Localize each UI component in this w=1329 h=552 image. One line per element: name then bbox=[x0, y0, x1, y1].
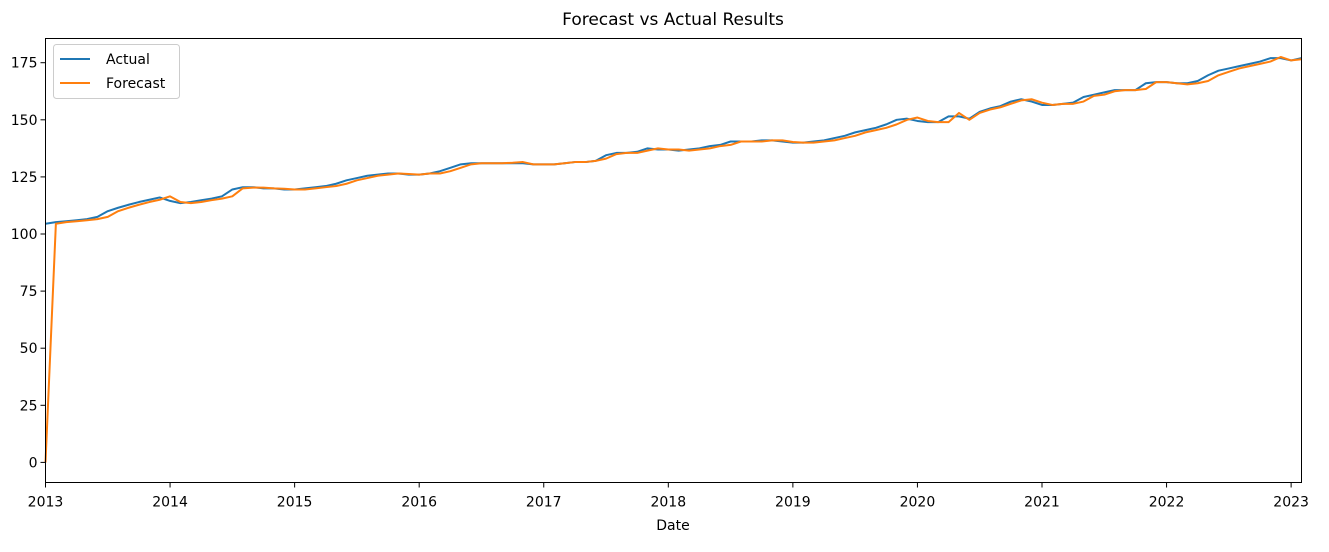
y-tick-label: 150 bbox=[11, 113, 38, 129]
x-tick-label: 2023 bbox=[1273, 495, 1309, 511]
plot-area-frame bbox=[45, 38, 1302, 483]
x-tick-label: 2016 bbox=[401, 495, 437, 511]
y-tick-label: 0 bbox=[29, 455, 38, 471]
x-tick-label: 2020 bbox=[900, 495, 936, 511]
x-tick-label: 2014 bbox=[152, 495, 188, 511]
chart-title: Forecast vs Actual Results bbox=[562, 10, 784, 30]
plot-lines bbox=[44, 56, 1302, 463]
x-axis: 2013 2014 2015 2016 2017 2018 2019 2020 2021 2022… bbox=[28, 482, 1309, 511]
legend-label-forecast: Forecast bbox=[106, 76, 166, 92]
legend: Actual Forecast bbox=[53, 44, 180, 99]
x-tick-label: 2019 bbox=[775, 495, 811, 511]
y-tick-label: 50 bbox=[20, 341, 38, 357]
x-tick-label: 2013 bbox=[28, 495, 64, 511]
x-tick-label: 2021 bbox=[1024, 495, 1060, 511]
x-axis-label: Date bbox=[656, 518, 689, 534]
y-axis: 0 25 50 75 100 125 150 175 bbox=[11, 56, 46, 471]
y-tick-label: 125 bbox=[11, 170, 38, 186]
y-tick-label: 100 bbox=[11, 227, 38, 243]
x-tick-label: 2015 bbox=[277, 495, 313, 511]
y-tick-label: 175 bbox=[11, 56, 38, 72]
x-tick-label: 2017 bbox=[526, 495, 562, 511]
x-tick-label: 2018 bbox=[650, 495, 686, 511]
y-tick-label: 75 bbox=[20, 284, 38, 300]
series-line-actual bbox=[45, 57, 1302, 225]
y-tick-label: 25 bbox=[20, 398, 38, 414]
series-line-forecast bbox=[44, 56, 1302, 463]
x-tick-label: 2022 bbox=[1149, 495, 1185, 511]
legend-label-actual: Actual bbox=[106, 52, 150, 68]
